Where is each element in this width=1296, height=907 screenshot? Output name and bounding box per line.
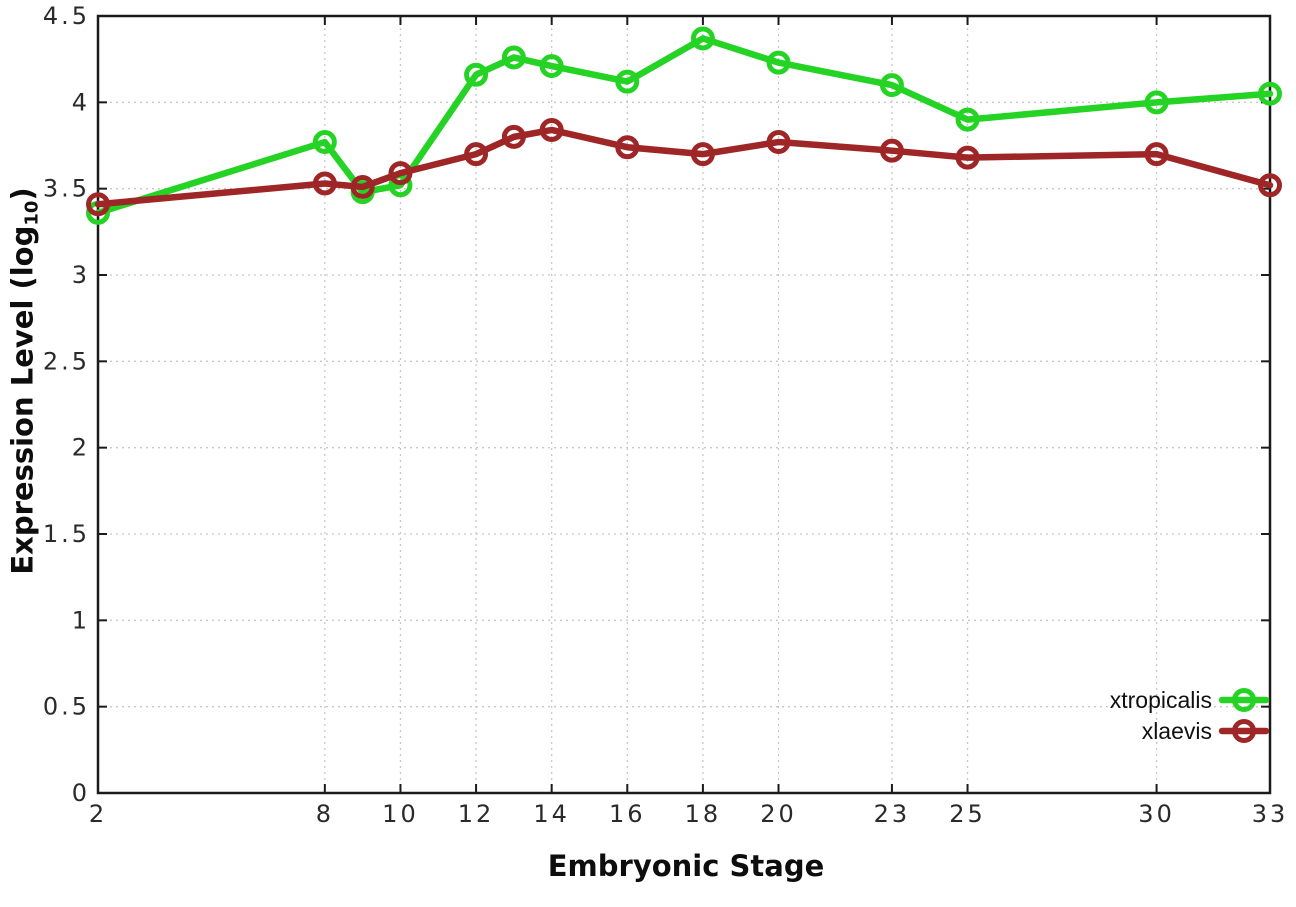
- series-line-xlaevis: [94, 126, 1274, 208]
- y-tick-label: 1.5: [43, 520, 90, 548]
- y-tick-label: 4.5: [43, 2, 90, 30]
- x-tick-label: 20: [760, 800, 797, 828]
- data-point-xtropicalis: [766, 50, 791, 75]
- data-point-xlaevis: [766, 130, 791, 155]
- legend-marker-sample-xtropicalis: [1232, 688, 1256, 712]
- data-point-xtropicalis: [501, 45, 526, 70]
- x-tick-label: 2: [89, 800, 107, 828]
- x-tick-label: 8: [316, 800, 334, 828]
- x-tick-label: 16: [609, 800, 646, 828]
- x-tick-label: 12: [458, 800, 495, 828]
- x-tick-label: 25: [949, 800, 986, 828]
- y-tick-label: 0: [72, 779, 90, 807]
- legend-label-xtropicalis: xtropicalis: [1110, 687, 1212, 713]
- data-point-xlaevis: [312, 171, 337, 196]
- data-point-xlaevis: [879, 138, 904, 163]
- y-axis-title-subscript: 10: [21, 200, 43, 226]
- y-axis-title-text: Expression Level (log: [5, 225, 40, 575]
- x-axis-title: Embryonic Stage: [547, 849, 825, 883]
- y-tick-label: 2.5: [43, 347, 90, 375]
- data-point-xtropicalis: [464, 62, 489, 87]
- data-point-xlaevis: [955, 145, 980, 170]
- data-point-xtropicalis: [615, 69, 640, 94]
- data-point-xlaevis: [350, 174, 375, 199]
- data-point-xtropicalis: [1258, 81, 1282, 106]
- data-point-xlaevis: [1258, 173, 1282, 198]
- y-axis-title: Expression Level (log10): [5, 187, 42, 574]
- data-point-xlaevis: [690, 142, 715, 167]
- legend-marker-sample-xlaevis: [1232, 719, 1256, 743]
- data-point-xtropicalis: [539, 54, 564, 79]
- data-point-xlaevis: [388, 161, 413, 186]
- x-tick-label: 30: [1138, 800, 1175, 828]
- data-point-xlaevis: [539, 117, 564, 142]
- data-point-xtropicalis: [955, 107, 980, 132]
- x-tick-label: 14: [533, 800, 570, 828]
- data-point-xlaevis: [464, 142, 489, 167]
- data-point-xtropicalis: [1144, 90, 1169, 115]
- y-tick-label: 3: [72, 261, 90, 289]
- data-point-xtropicalis: [879, 73, 904, 98]
- data-point-xlaevis: [1144, 142, 1169, 167]
- data-point-xlaevis: [501, 124, 526, 149]
- x-tick-label: 33: [1252, 800, 1289, 828]
- plot-border: [96, 14, 1272, 795]
- x-tick-label: 10: [382, 800, 419, 828]
- y-axis-title-suffix: ): [5, 187, 40, 201]
- x-tick-label: 18: [685, 800, 722, 828]
- data-point-xlaevis: [86, 192, 110, 217]
- legend-label-xlaevis: xlaevis: [1142, 718, 1212, 744]
- x-tick-label: 23: [874, 800, 911, 828]
- data-point-xtropicalis: [312, 130, 337, 155]
- y-tick-label: 3.5: [43, 175, 90, 203]
- y-tick-label: 4: [72, 88, 90, 116]
- y-tick-label: 2: [72, 434, 90, 462]
- data-point-xtropicalis: [690, 26, 715, 51]
- data-point-xlaevis: [615, 135, 640, 160]
- y-tick-label: 1: [72, 606, 90, 634]
- y-tick-label: 0.5: [43, 693, 90, 721]
